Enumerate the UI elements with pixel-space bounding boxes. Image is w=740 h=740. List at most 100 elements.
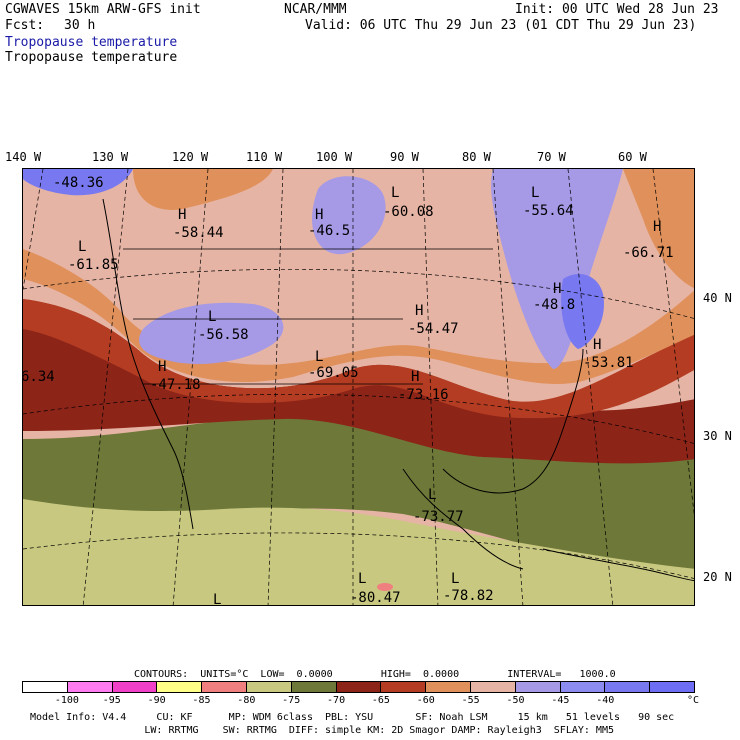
extremum-type: L [358, 571, 366, 587]
legend-swatch [157, 682, 203, 692]
region-pink-spot [377, 583, 393, 591]
extremum-value: -54.47 [408, 321, 459, 337]
tropopause-temperature-map: -48.36 H -58.44 L -61.85 H -46.5 L -60.0… [23, 169, 694, 606]
legend-tick-label: -90 [147, 695, 166, 706]
lon-label: 130 W [92, 150, 129, 164]
forecast-hour: 30 h [64, 18, 96, 33]
valid-time: Valid: 06 UTC Thu 29 Jun 23 (01 CDT Thu … [305, 18, 697, 33]
model-info-line: Model Info: V4.4 CU: KF MP: WDM 6class P… [30, 712, 675, 723]
region-lavender-east [491, 169, 623, 369]
legend-tick-label: -45 [551, 695, 570, 706]
extremum-value: -48.36 [53, 175, 104, 191]
east-coast-line [442, 348, 584, 494]
legend-swatch [605, 682, 651, 692]
lon-label: 100 W [316, 150, 353, 164]
extremum-type: L [451, 571, 459, 587]
legend-tick-label: -85 [192, 695, 211, 706]
legend-tick-label: -95 [102, 695, 121, 706]
extremum-type: H [415, 303, 423, 319]
extremum-type: L [315, 349, 323, 365]
model-title: CGWAVES 15km ARW-GFS init [5, 2, 201, 17]
color-legend-bar [22, 681, 695, 693]
field-title-secondary: Tropopause temperature [5, 50, 178, 65]
extremum-value: -60.08 [383, 204, 434, 220]
extremum-type: H [315, 207, 323, 223]
legend-tick-label: -60 [416, 695, 435, 706]
legend-tick-label: -40 [596, 695, 615, 706]
extremum-type: H [178, 207, 186, 223]
legend-tick-label: -50 [506, 695, 525, 706]
state-border-lines [123, 248, 493, 385]
lon-label: 70 W [537, 150, 566, 164]
legend-swatch [515, 682, 561, 692]
extremum-value: 6.34 [23, 369, 55, 385]
legend-tick-label: -100 [54, 695, 79, 706]
extremum-type: H [411, 369, 419, 385]
lon-label: 120 W [172, 150, 209, 164]
extremum-value: -48.8 [533, 297, 575, 313]
legend-swatch [381, 682, 427, 692]
lon-lines [23, 169, 694, 605]
legend-swatch [291, 682, 337, 692]
extremum-value: -46.5 [308, 223, 350, 239]
legend-swatch [246, 682, 292, 692]
extremum-value: -69.05 [308, 365, 359, 381]
lon-label: 90 W [390, 150, 419, 164]
extremum-type: H [158, 359, 166, 375]
extremum-type: H [653, 219, 661, 235]
lon-label: 80 W [462, 150, 491, 164]
legend-unit-label: °C [686, 695, 700, 706]
extremum-type: H [553, 281, 561, 297]
legend-swatch [336, 682, 382, 692]
region-orange [23, 249, 694, 384]
extremum-value: -78.82 [443, 588, 494, 604]
legend-swatch [112, 682, 158, 692]
extremum-type: L [208, 309, 216, 325]
legend-swatch [23, 682, 68, 692]
extremum-value: -66.71 [623, 245, 674, 261]
west-coast-line [102, 198, 194, 530]
extremum-value: -61.85 [68, 257, 119, 273]
extremum-type: L [428, 487, 436, 503]
extremum-value: -53.81 [583, 355, 634, 371]
forecast-label: Fcst: [5, 18, 45, 33]
legend-swatch [560, 682, 606, 692]
region-blue-nw [23, 169, 133, 196]
lat-label: 40 N [703, 291, 732, 305]
legend-tick-label: -65 [371, 695, 390, 706]
physics-info-line: LW: RRTMG SW: RRTMG DIFF: simple KM: 2D … [30, 725, 614, 736]
extremum-value: -47.18 [150, 377, 201, 393]
region-orange-ne [623, 169, 694, 288]
legend-tick-label: -55 [461, 695, 480, 706]
map-panel: -48.36 H -58.44 L -61.85 H -46.5 L -60.0… [22, 168, 695, 606]
gulf-coast-line [402, 468, 524, 570]
legend-swatch [470, 682, 516, 692]
lon-label: 140 W [5, 150, 42, 164]
region-orange-north [133, 169, 273, 210]
lat-label: 20 N [703, 570, 732, 584]
extremum-value: -58.44 [173, 225, 224, 241]
lon-label: 60 W [618, 150, 647, 164]
legend-tick-label: -80 [237, 695, 256, 706]
organization: NCAR/MMM [284, 2, 347, 17]
extremum-value: -73.77 [413, 509, 464, 525]
legend-swatch [426, 682, 471, 692]
region-lavender-north [312, 176, 386, 255]
contours-info: CONTOURS: UNITS=°C LOW= 0.0000 HIGH= 0.0… [134, 669, 616, 680]
extremum-type: L [531, 185, 539, 201]
legend-tick-label: -75 [282, 695, 301, 706]
extremum-type: H [593, 337, 601, 353]
region-lavender-west [139, 302, 284, 364]
legend-swatch [650, 682, 694, 692]
lon-label: 110 W [246, 150, 283, 164]
extremum-value: -56.58 [198, 327, 249, 343]
extremum-type: L [391, 185, 399, 201]
extremum-value: -55.64 [523, 203, 574, 219]
extremum-type: L [213, 592, 221, 606]
extremum-value: -80.47 [350, 590, 401, 606]
extremum-type: L [78, 239, 86, 255]
legend-swatch [202, 682, 247, 692]
legend-swatch [67, 682, 113, 692]
legend-tick-label: -70 [327, 695, 346, 706]
field-title-primary: Tropopause temperature [5, 35, 178, 50]
